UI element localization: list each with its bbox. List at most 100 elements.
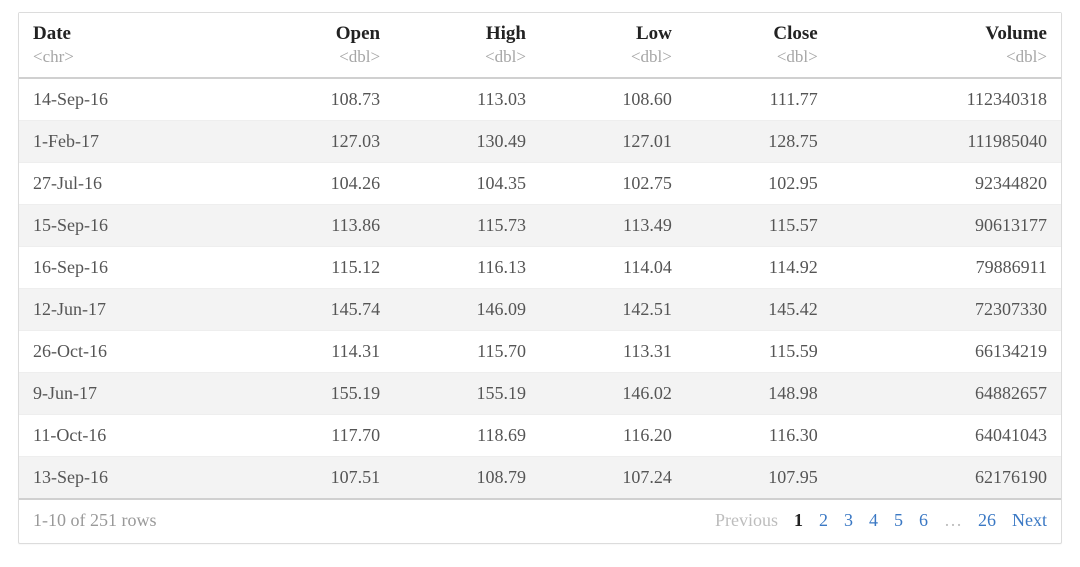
cell-high: 115.73 xyxy=(394,205,540,247)
cell-close: 102.95 xyxy=(686,163,832,205)
pager-page-26[interactable]: 26 xyxy=(978,510,996,531)
cell-date: 26-Oct-16 xyxy=(19,331,248,373)
cell-date: 12-Jun-17 xyxy=(19,289,248,331)
cell-volume: 111985040 xyxy=(832,121,1061,163)
cell-high: 155.19 xyxy=(394,373,540,415)
cell-low: 102.75 xyxy=(540,163,686,205)
cell-low: 108.60 xyxy=(540,78,686,121)
pager-previous: Previous xyxy=(715,510,778,531)
cell-high: 130.49 xyxy=(394,121,540,163)
cell-close: 111.77 xyxy=(686,78,832,121)
cell-date: 15-Sep-16 xyxy=(19,205,248,247)
column-label: Volume xyxy=(985,23,1047,44)
cell-date: 9-Jun-17 xyxy=(19,373,248,415)
column-header-high[interactable]: High<dbl> xyxy=(394,13,540,78)
cell-close: 115.59 xyxy=(686,331,832,373)
row-range-label: 1-10 of 251 rows xyxy=(33,510,157,531)
column-header-volume[interactable]: Volume <dbl> xyxy=(832,13,1061,78)
cell-close: 148.98 xyxy=(686,373,832,415)
cell-low: 107.24 xyxy=(540,457,686,500)
cell-close: 107.95 xyxy=(686,457,832,500)
table-row: 9-Jun-17155.19155.19146.02148.9864882657 xyxy=(19,373,1061,415)
pager-page-3[interactable]: 3 xyxy=(844,510,853,531)
table-row: 15-Sep-16113.86115.73113.49115.579061317… xyxy=(19,205,1061,247)
cell-open: 127.03 xyxy=(248,121,394,163)
cell-volume: 62176190 xyxy=(832,457,1061,500)
table-row: 27-Jul-16104.26104.35102.75102.959234482… xyxy=(19,163,1061,205)
column-type: <dbl> xyxy=(700,47,818,67)
cell-low: 114.04 xyxy=(540,247,686,289)
cell-high: 108.79 xyxy=(394,457,540,500)
pager-next[interactable]: Next xyxy=(1012,510,1047,531)
cell-close: 145.42 xyxy=(686,289,832,331)
cell-close: 115.57 xyxy=(686,205,832,247)
column-label: Low xyxy=(636,23,672,44)
pager-page-1: 1 xyxy=(794,510,803,531)
cell-open: 115.12 xyxy=(248,247,394,289)
cell-date: 14-Sep-16 xyxy=(19,78,248,121)
table-row: 26-Oct-16114.31115.70113.31115.596613421… xyxy=(19,331,1061,373)
cell-open: 113.86 xyxy=(248,205,394,247)
table-footer: 1-10 of 251 rows Previous 123456 … 26 Next xyxy=(19,500,1061,543)
cell-open: 108.73 xyxy=(248,78,394,121)
pager-page-5[interactable]: 5 xyxy=(894,510,903,531)
cell-volume: 112340318 xyxy=(832,78,1061,121)
column-header-date[interactable]: Date<chr> xyxy=(19,13,248,78)
cell-high: 115.70 xyxy=(394,331,540,373)
cell-low: 127.01 xyxy=(540,121,686,163)
cell-open: 155.19 xyxy=(248,373,394,415)
cell-date: 1-Feb-17 xyxy=(19,121,248,163)
column-type: <dbl> xyxy=(554,47,672,67)
cell-volume: 79886911 xyxy=(832,247,1061,289)
column-type: <dbl> xyxy=(408,47,526,67)
data-table-container: Date<chr>Open<dbl>High<dbl>Low<dbl>Close… xyxy=(18,12,1062,544)
pager-page-4[interactable]: 4 xyxy=(869,510,878,531)
cell-open: 145.74 xyxy=(248,289,394,331)
cell-date: 13-Sep-16 xyxy=(19,457,248,500)
cell-low: 113.49 xyxy=(540,205,686,247)
cell-volume: 72307330 xyxy=(832,289,1061,331)
column-header-low[interactable]: Low <dbl> xyxy=(540,13,686,78)
table-row: 1-Feb-17127.03130.49127.01128.7511198504… xyxy=(19,121,1061,163)
column-header-open[interactable]: Open <dbl> xyxy=(248,13,394,78)
column-type: <dbl> xyxy=(846,47,1047,67)
column-label: Close xyxy=(773,23,817,44)
cell-close: 116.30 xyxy=(686,415,832,457)
cell-high: 116.13 xyxy=(394,247,540,289)
cell-high: 146.09 xyxy=(394,289,540,331)
cell-low: 146.02 xyxy=(540,373,686,415)
data-table: Date<chr>Open<dbl>High<dbl>Low<dbl>Close… xyxy=(19,13,1061,500)
table-row: 11-Oct-16117.70118.69116.20116.306404104… xyxy=(19,415,1061,457)
cell-open: 117.70 xyxy=(248,415,394,457)
table-row: 16-Sep-16115.12116.13114.04114.927988691… xyxy=(19,247,1061,289)
column-type: <chr> xyxy=(33,47,234,67)
cell-date: 16-Sep-16 xyxy=(19,247,248,289)
cell-low: 116.20 xyxy=(540,415,686,457)
cell-date: 11-Oct-16 xyxy=(19,415,248,457)
table-body: 14-Sep-16108.73113.03108.60111.771123403… xyxy=(19,78,1061,499)
cell-open: 114.31 xyxy=(248,331,394,373)
cell-high: 118.69 xyxy=(394,415,540,457)
table-row: 12-Jun-17145.74146.09142.51145.427230733… xyxy=(19,289,1061,331)
cell-open: 107.51 xyxy=(248,457,394,500)
cell-volume: 64882657 xyxy=(832,373,1061,415)
table-header-row: Date<chr>Open<dbl>High<dbl>Low<dbl>Close… xyxy=(19,13,1061,78)
table-row: 14-Sep-16108.73113.03108.60111.771123403… xyxy=(19,78,1061,121)
cell-high: 104.35 xyxy=(394,163,540,205)
pager-ellipsis: … xyxy=(944,510,962,531)
cell-volume: 66134219 xyxy=(832,331,1061,373)
pager-page-2[interactable]: 2 xyxy=(819,510,828,531)
cell-volume: 92344820 xyxy=(832,163,1061,205)
column-type: <dbl> xyxy=(262,47,380,67)
cell-open: 104.26 xyxy=(248,163,394,205)
pager-page-6[interactable]: 6 xyxy=(919,510,928,531)
cell-volume: 90613177 xyxy=(832,205,1061,247)
column-label: Open xyxy=(336,23,380,44)
column-header-close[interactable]: Close <dbl> xyxy=(686,13,832,78)
cell-low: 113.31 xyxy=(540,331,686,373)
cell-high: 113.03 xyxy=(394,78,540,121)
cell-volume: 64041043 xyxy=(832,415,1061,457)
pagination: Previous 123456 … 26 Next xyxy=(715,510,1047,531)
cell-close: 114.92 xyxy=(686,247,832,289)
cell-date: 27-Jul-16 xyxy=(19,163,248,205)
